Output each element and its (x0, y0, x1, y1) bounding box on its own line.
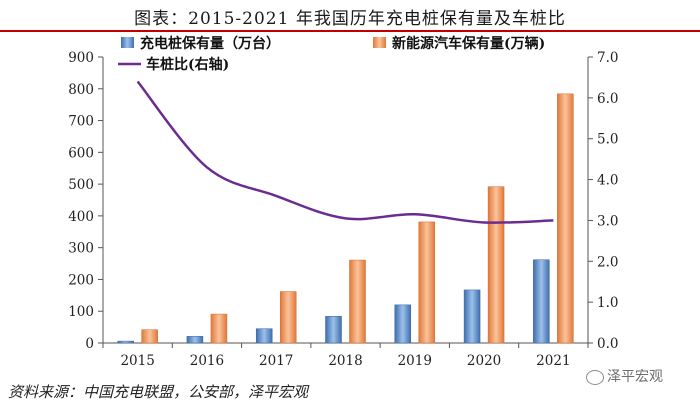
bar-vehicles-2016 (210, 313, 228, 344)
bar-vehicles-2018 (349, 259, 366, 344)
legend-chargers-label: 充电桩保有量（万台） (140, 35, 280, 52)
bar-chargers-2017 (255, 328, 273, 344)
legend-vehicles-label: 新能源汽车保有量(万辆) (392, 35, 545, 52)
bar-vehicles-2019 (418, 221, 436, 344)
bar-vehicles-2021 (557, 93, 574, 344)
y-left-tick-label: 600 (68, 145, 94, 161)
ratio-line (136, 80, 554, 224)
y-right-tick-label: 3.0 (597, 213, 618, 229)
legend-chargers-swatch (121, 37, 134, 48)
x-tick-label: 2021 (536, 353, 570, 369)
x-tick-label: 2015 (120, 353, 154, 369)
chart-plot: 0 100 200 300 400 500 600 700 800 900 0.0 1.0 2.0 3.0… (68, 35, 618, 369)
bar-vehicles-2017 (279, 291, 297, 344)
y-right-tick-label: 6.0 (597, 91, 618, 107)
y-right-tick-label: 4.0 (597, 173, 618, 189)
bar-chargers-2015 (117, 340, 134, 344)
y-left-tick-label: 400 (68, 209, 94, 225)
y-right-tick-label: 7.0 (597, 50, 618, 66)
axes: 0 100 200 300 400 500 600 700 800 900 0.0 1.0 2.0 3.0… (68, 50, 618, 369)
y-left-tick-label: 0 (85, 336, 94, 352)
legend-ratio-label: 车桩比(右轴) (146, 56, 229, 73)
legend-vehicles-swatch (373, 37, 386, 48)
chart-title: 图表：2015-2021 年我国历年充电桩保有量及车桩比 (134, 9, 566, 29)
bar-chargers-2018 (325, 316, 342, 344)
bar-chargers-2021 (533, 259, 550, 344)
x-tick-label: 2019 (398, 353, 432, 369)
bars (117, 93, 574, 344)
y-right-tick-label: 2.0 (597, 254, 618, 270)
y-right-tick-label: 1.0 (597, 295, 618, 311)
title-rule (0, 30, 700, 32)
ratio-line-group (136, 80, 554, 224)
y-left-tick-label: 100 (68, 304, 94, 320)
y-left-tick-label: 900 (68, 50, 94, 66)
watermark: 泽平宏观 (586, 366, 663, 386)
bar-vehicles-2020 (487, 186, 505, 344)
source-note: 资料来源：中国充电联盟，公安部，泽平宏观 (8, 383, 309, 401)
x-tick-label: 2017 (259, 353, 293, 369)
y-left-tick-label: 500 (68, 177, 94, 193)
y-left-tick-label: 300 (68, 241, 94, 257)
bar-chargers-2016 (186, 336, 204, 344)
bar-chargers-2019 (394, 304, 412, 344)
bar-vehicles-2015 (141, 329, 158, 344)
y-right-tick-label: 5.0 (597, 132, 618, 148)
x-tick-label: 2018 (328, 353, 362, 369)
x-tick-label: 2020 (467, 353, 501, 369)
x-tick-label: 2016 (190, 353, 224, 369)
y-left-tick-label: 700 (68, 114, 94, 130)
y-left-tick-label: 800 (68, 82, 94, 98)
watermark-text: 泽平宏观 (607, 369, 663, 385)
legend: 充电桩保有量（万台） 新能源汽车保有量(万辆) 车桩比(右轴) (118, 35, 545, 73)
bar-chargers-2020 (463, 289, 481, 344)
y-left-tick-label: 200 (68, 272, 94, 288)
wechat-icon (586, 369, 604, 385)
y-right-tick-label: 0.0 (597, 336, 618, 352)
